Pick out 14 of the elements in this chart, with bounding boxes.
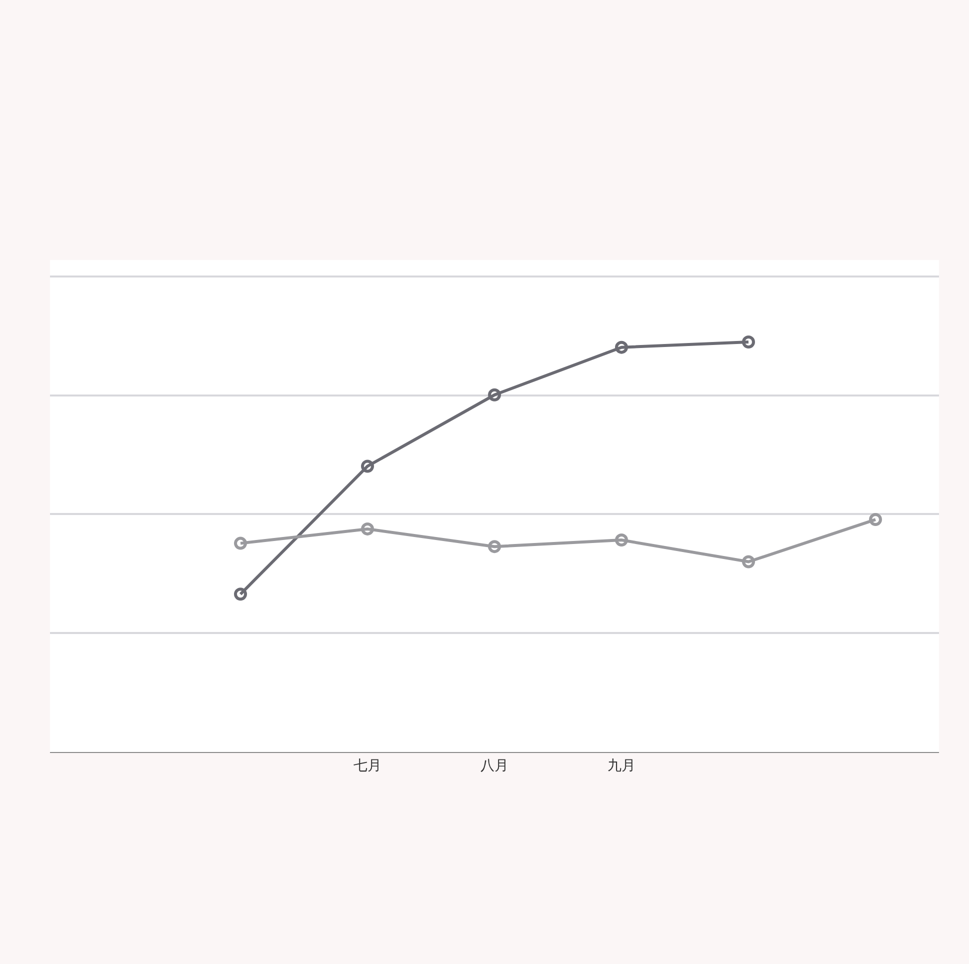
x-tick-label: 九月 bbox=[608, 758, 636, 774]
point bbox=[361, 522, 374, 536]
point bbox=[234, 588, 247, 601]
x-tick-label: 八月 bbox=[480, 758, 508, 774]
point bbox=[488, 540, 501, 554]
point bbox=[615, 534, 628, 547]
x-tick-label: 七月 bbox=[354, 758, 382, 774]
point bbox=[488, 388, 501, 402]
point bbox=[742, 555, 755, 568]
point bbox=[742, 336, 755, 348]
point bbox=[615, 340, 628, 354]
point bbox=[361, 460, 374, 473]
point bbox=[869, 513, 882, 526]
point bbox=[234, 536, 247, 550]
